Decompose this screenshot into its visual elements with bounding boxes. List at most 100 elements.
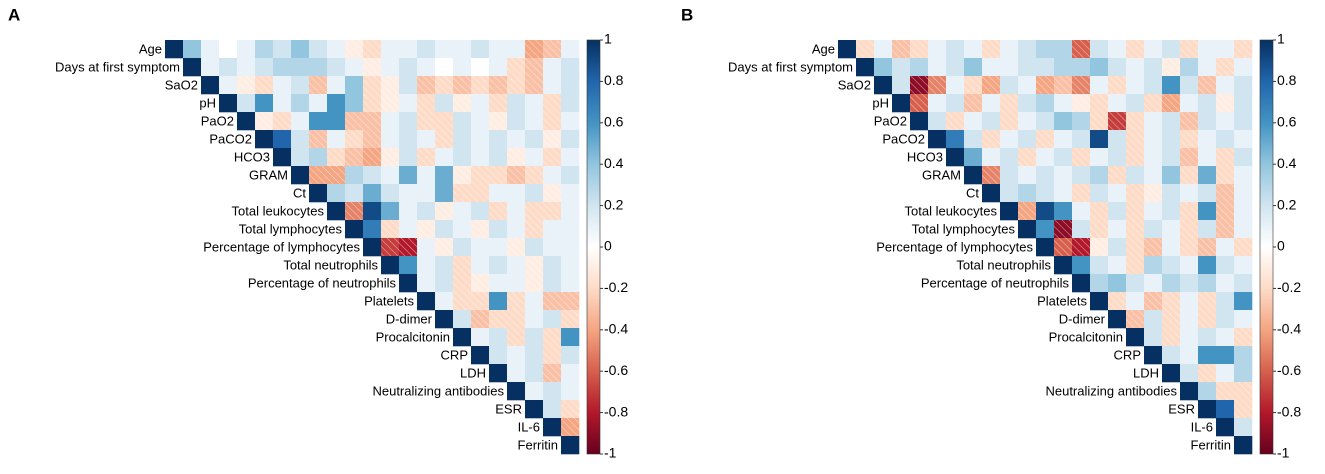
heatmap-cell: [489, 220, 508, 239]
colorbar-tick-label: -0.4: [604, 321, 628, 337]
cell-hatch: [345, 40, 363, 58]
heatmap-cell: [543, 220, 562, 239]
heatmap-cell: [946, 94, 965, 113]
heatmap-cell: [1234, 112, 1253, 131]
heatmap-cell: [399, 274, 418, 293]
heatmap-cell: [1216, 274, 1235, 293]
heatmap-cell: [453, 58, 472, 77]
heatmap-cell: [471, 112, 490, 131]
heatmap-cell: [1144, 130, 1163, 149]
heatmap-cell: [471, 148, 490, 167]
heatmap-cell: [201, 40, 220, 59]
cell-hatch: [1072, 238, 1090, 256]
heatmap-cell: [1090, 76, 1109, 95]
cell-hatch: [489, 166, 507, 184]
cell-hatch: [507, 76, 525, 94]
heatmap-cell: [1216, 76, 1235, 95]
heatmap-cell: [1180, 76, 1199, 95]
cell-hatch: [381, 94, 399, 112]
heatmap-cell: [1090, 130, 1109, 149]
heatmap-cell: [525, 364, 544, 383]
heatmap-cell: [399, 166, 418, 185]
cell-hatch: [1090, 238, 1108, 256]
heatmap-cell: [507, 130, 526, 149]
row-label: PaO2: [874, 113, 907, 128]
heatmap-cell: [417, 40, 436, 59]
heatmap-cell: [1018, 220, 1037, 239]
cell-hatch: [417, 76, 435, 94]
row-label: Platelets: [1037, 293, 1087, 308]
heatmap-cell: [381, 112, 400, 131]
heatmap-cell: [1198, 220, 1217, 239]
heatmap-cell: [1054, 256, 1073, 275]
heatmap-cell: [525, 346, 544, 365]
panel-label: A: [8, 5, 20, 24]
cell-hatch: [1198, 364, 1216, 382]
heatmap-cell: [525, 130, 544, 149]
heatmap-cell: [543, 238, 562, 257]
cell-hatch: [1216, 58, 1234, 76]
cell-hatch: [543, 112, 561, 130]
heatmap-cell: [1162, 274, 1181, 293]
heatmap-cell: [1198, 274, 1217, 293]
heatmap-cell: [1162, 112, 1181, 131]
heatmap-cell: [525, 94, 544, 113]
heatmap-cell: [291, 94, 310, 113]
cell-hatch: [910, 94, 928, 112]
colorbar-tick-label: 0.8: [604, 72, 624, 88]
cell-hatch: [1108, 166, 1126, 184]
cell-hatch: [543, 94, 561, 112]
heatmap-cell: [892, 58, 911, 77]
heatmap-cell: [489, 328, 508, 347]
heatmap-cell: [1162, 166, 1181, 185]
heatmap-cell: [561, 166, 580, 185]
heatmap-cell: [1162, 220, 1181, 239]
heatmap-cell: [1018, 94, 1037, 113]
colorbar-tick-label: 1: [604, 31, 612, 47]
heatmap-cell: [1234, 94, 1253, 113]
heatmap-cell: [1000, 202, 1019, 221]
cell-hatch: [910, 40, 928, 58]
heatmap-cell: [291, 130, 310, 149]
heatmap-cell: [543, 400, 562, 419]
cell-hatch: [525, 256, 543, 274]
heatmap-cell: [561, 130, 580, 149]
cell-hatch: [1072, 40, 1090, 58]
heatmap-cell: [435, 310, 454, 329]
heatmap-cell: [273, 76, 292, 95]
cell-hatch: [525, 166, 543, 184]
heatmap-cell: [417, 292, 436, 311]
cell-hatch: [1180, 40, 1198, 58]
row-label: Total leukocytes: [232, 203, 325, 218]
heatmap-cell: [327, 94, 346, 113]
cell-hatch: [345, 130, 363, 148]
cell-hatch: [309, 166, 327, 184]
heatmap-cell: [1234, 418, 1253, 437]
heatmap-cell: [892, 94, 911, 113]
heatmap-cell: [435, 256, 454, 275]
heatmap-cell: [453, 202, 472, 221]
cell-hatch: [1090, 94, 1108, 112]
heatmap-cell: [964, 166, 983, 185]
colorbar-tick-label: 0.6: [604, 114, 624, 130]
cell-hatch: [1216, 94, 1234, 112]
cell-hatch: [1054, 220, 1072, 238]
cell-hatch: [1054, 76, 1072, 94]
heatmap-cell: [1036, 112, 1055, 131]
row-label: Neutralizing antibodies: [372, 383, 504, 398]
cell-hatch: [1054, 238, 1072, 256]
cell-hatch: [982, 40, 1000, 58]
cell-hatch: [1198, 292, 1216, 310]
colorbar-tick-label: -1: [604, 445, 617, 461]
heatmap-cell: [381, 256, 400, 275]
cell-hatch: [561, 310, 579, 328]
row-label: Platelets: [364, 293, 414, 308]
heatmap-cell: [1108, 94, 1127, 113]
heatmap-cell: [1054, 40, 1073, 59]
heatmap-cell: [1126, 274, 1145, 293]
cell-hatch: [363, 148, 381, 166]
heatmap-cell: [507, 274, 526, 293]
heatmap-cell: [1090, 256, 1109, 275]
heatmap-cell: [946, 40, 965, 59]
row-label: IL-6: [518, 419, 540, 434]
